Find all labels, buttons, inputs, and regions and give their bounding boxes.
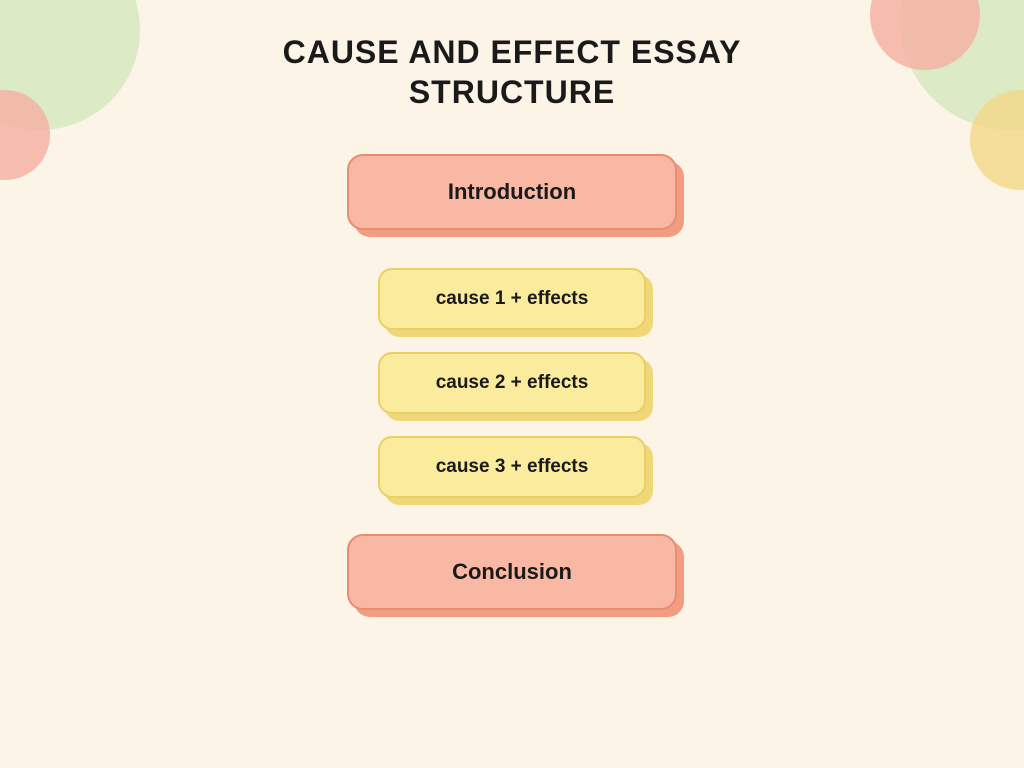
body-box-2: cause 3 + effects	[378, 436, 646, 498]
infographic-content: CAUSE AND EFFECT ESSAY STRUCTURE Introdu…	[0, 0, 1024, 768]
title-line-2: STRUCTURE	[409, 74, 615, 110]
body-label-2: cause 3 + effects	[436, 456, 589, 478]
body-box-wrap-1: cause 2 + effects	[378, 352, 646, 414]
conclusion-box: Conclusion	[347, 534, 677, 610]
body-box-wrap-2: cause 3 + effects	[378, 436, 646, 498]
page-title: CAUSE AND EFFECT ESSAY STRUCTURE	[283, 32, 742, 112]
body-box-0: cause 1 + effects	[378, 268, 646, 330]
body-box-1: cause 2 + effects	[378, 352, 646, 414]
conclusion-box-wrap: Conclusion	[347, 534, 677, 610]
body-box-wrap-0: cause 1 + effects	[378, 268, 646, 330]
title-line-1: CAUSE AND EFFECT ESSAY	[283, 34, 742, 70]
conclusion-label: Conclusion	[452, 559, 572, 585]
body-group: cause 1 + effects cause 2 + effects caus…	[378, 268, 646, 498]
body-label-0: cause 1 + effects	[436, 288, 589, 310]
body-label-1: cause 2 + effects	[436, 372, 589, 394]
intro-box: Introduction	[347, 154, 677, 230]
intro-label: Introduction	[448, 179, 576, 205]
intro-box-wrap: Introduction	[347, 154, 677, 230]
